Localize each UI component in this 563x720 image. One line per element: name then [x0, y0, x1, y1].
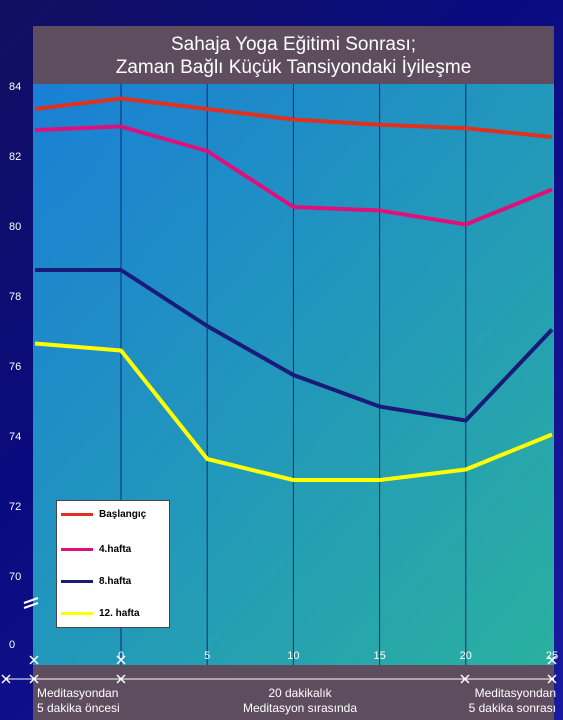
chart-title-line2: Zaman Bağlı Küçük Tansiyondaki İyileşme — [115, 57, 472, 78]
y-tick-label: 70 — [9, 571, 22, 583]
y-tick-label: 74 — [9, 431, 22, 443]
legend-item-baslangic: Başlangıç — [61, 506, 146, 522]
x-tick-label: 0 — [117, 650, 125, 662]
axis-break-mark — [23, 597, 39, 604]
y-tick-label: 80 — [9, 221, 22, 233]
chart-title-line1: Sahaja Yoga Eğitimi Sonrası; — [170, 34, 417, 55]
x-tick-label: 25 — [545, 650, 559, 662]
chart-title: Sahaja Yoga Eğitimi Sonrası; Zaman Bağlı… — [33, 26, 554, 84]
legend-swatch — [61, 547, 93, 551]
series-line-1 — [34, 124, 553, 227]
legend-swatch — [61, 512, 93, 516]
legend-swatch — [61, 611, 93, 615]
x-axis-band — [33, 665, 554, 720]
legend-item-4hafta: 4.hafta — [61, 541, 131, 557]
y-tick-label: 84 — [9, 81, 22, 93]
legend-label: 4.hafta — [99, 543, 132, 555]
series-lines — [34, 96, 554, 482]
legend-label: 8.hafta — [99, 575, 132, 587]
x-group-label-before: Meditasyondan 5 dakika öncesi — [37, 686, 120, 715]
y-tick-label: 76 — [9, 361, 22, 373]
x-tick-label: 20 — [459, 650, 472, 662]
series-line-0 — [34, 96, 553, 139]
legend-item-8hafta: 8.hafta — [61, 573, 131, 589]
legend-swatch — [61, 579, 93, 583]
x-tick-label: 5 — [204, 650, 211, 662]
x-tick-label: 15 — [373, 650, 386, 662]
legend-label: 12. hafta — [99, 607, 140, 619]
y-tick-label: 78 — [9, 291, 22, 303]
series-line-2 — [35, 268, 554, 423]
y-tick-label: 0 — [9, 639, 16, 651]
legend-item-12hafta: 12. hafta — [61, 605, 140, 621]
legend-label: Başlangıç — [99, 508, 147, 520]
x-group-label-after: Meditasyondan 5 dakika sonrası — [468, 686, 556, 715]
x-group-label-during: 20 dakikalık Meditasyon sırasında — [242, 686, 358, 715]
x-tick-label: 10 — [287, 650, 300, 662]
axis-break-mark — [23, 602, 39, 609]
axes — [23, 597, 39, 609]
legend: Başlangıç 4.hafta 8.hafta 12. hafta — [56, 500, 170, 628]
series-line-3 — [34, 341, 553, 482]
y-tick-label: 72 — [9, 501, 22, 513]
y-tick-label: 82 — [9, 151, 22, 163]
